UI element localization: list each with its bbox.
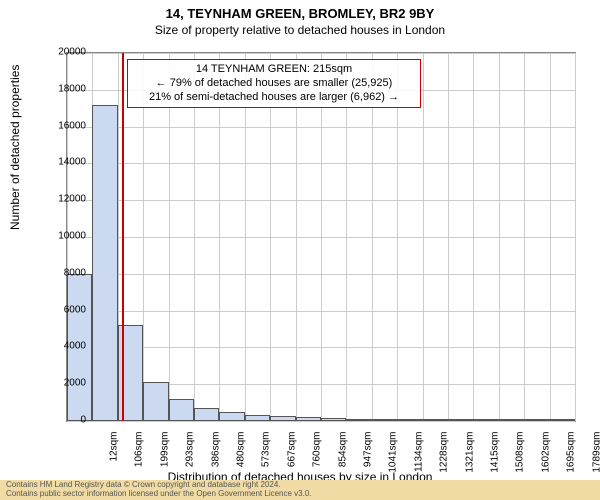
gridline-v [550,53,551,421]
histogram-bar [270,416,295,421]
x-tick-label: 1508sqm [515,432,526,482]
histogram-bar [550,419,575,421]
y-axis-label: Number of detached properties [8,65,22,230]
x-tick-label: 1415sqm [490,432,501,482]
annotation-line: ← 79% of detached houses are smaller (25… [134,77,414,91]
histogram-bar [169,399,194,421]
chart-area: 14 TEYNHAM GREEN: 215sqm← 79% of detache… [66,52,576,422]
chart-container: 14, TEYNHAM GREEN, BROMLEY, BR2 9BY Size… [0,0,600,500]
x-tick-label: 1321sqm [464,432,475,482]
x-tick-label: 1695sqm [566,432,577,482]
histogram-bar [296,417,321,421]
gridline-v [473,53,474,421]
gridline-h [67,421,575,422]
gridline-v [575,53,576,421]
gridline-v [423,53,424,421]
y-tick-label: 10000 [46,231,86,242]
x-tick-label: 480sqm [236,432,247,482]
histogram-bar [524,419,549,421]
histogram-bar [499,419,524,421]
histogram-bar [143,382,168,421]
histogram-bar [321,418,346,421]
x-tick-label: 293sqm [185,432,196,482]
histogram-bar [372,419,397,421]
x-tick-label: 1041sqm [388,432,399,482]
annotation-line: 14 TEYNHAM GREEN: 215sqm [134,63,414,77]
x-tick-label: 947sqm [363,432,374,482]
x-tick-label: 1134sqm [413,432,424,482]
y-tick-label: 12000 [46,194,86,205]
x-tick-label: 12sqm [109,432,120,482]
x-tick-label: 854sqm [337,432,348,482]
x-tick-label: 1228sqm [439,432,450,482]
histogram-bar [346,419,371,421]
histogram-bar [473,419,498,421]
histogram-bar [397,419,422,421]
histogram-bar [448,419,473,421]
y-tick-label: 6000 [46,304,86,315]
y-tick-label: 20000 [46,47,86,58]
x-tick-label: 386sqm [210,432,221,482]
license-footer: Contains HM Land Registry data © Crown c… [0,480,600,500]
histogram-bar [219,412,244,421]
histogram-bar [423,419,448,421]
chart-subtitle: Size of property relative to detached ho… [0,21,600,41]
y-tick-label: 0 [46,415,86,426]
x-tick-label: 667sqm [286,432,297,482]
y-tick-label: 18000 [46,83,86,94]
x-tick-label: 1602sqm [540,432,551,482]
x-tick-label: 1789sqm [591,432,600,482]
gridline-v [524,53,525,421]
x-tick-label: 573sqm [261,432,272,482]
y-tick-label: 16000 [46,120,86,131]
annotation-line: 21% of semi-detached houses are larger (… [134,91,414,105]
x-tick-label: 106sqm [134,432,145,482]
y-tick-label: 8000 [46,267,86,278]
property-marker-line [122,53,124,421]
plot-region: 14 TEYNHAM GREEN: 215sqm← 79% of detache… [66,52,576,422]
histogram-bar [245,415,270,421]
y-tick-label: 2000 [46,378,86,389]
histogram-bar [194,408,219,421]
annotation-box: 14 TEYNHAM GREEN: 215sqm← 79% of detache… [127,59,421,108]
x-tick-label: 199sqm [159,432,170,482]
gridline-v [448,53,449,421]
gridline-v [499,53,500,421]
histogram-bar [92,105,117,421]
x-tick-label: 760sqm [312,432,323,482]
chart-title: 14, TEYNHAM GREEN, BROMLEY, BR2 9BY [0,0,600,21]
y-tick-label: 4000 [46,341,86,352]
footer-line2: Contains public sector information licen… [6,490,594,499]
y-tick-label: 14000 [46,157,86,168]
